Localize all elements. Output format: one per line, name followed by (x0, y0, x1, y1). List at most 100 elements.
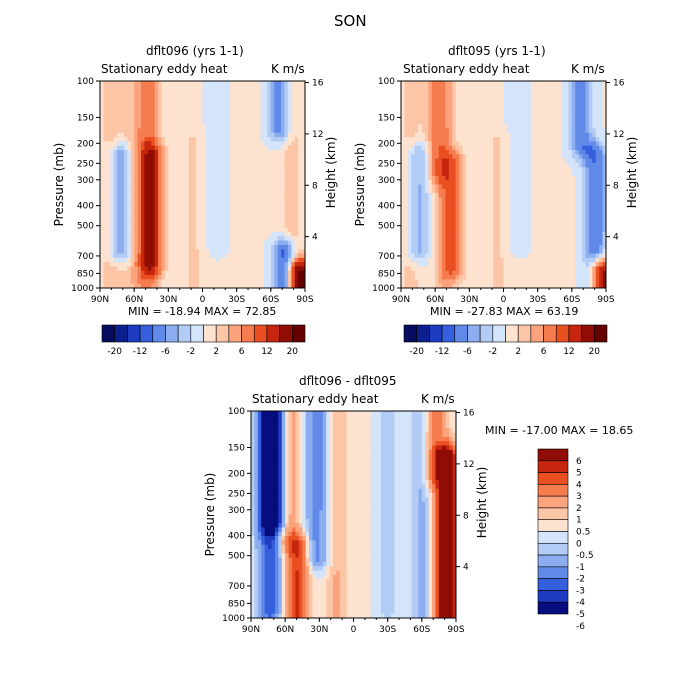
contour-cell (575, 162, 580, 168)
contour-cell (558, 184, 562, 190)
contour-cell (418, 180, 422, 185)
contour-cell (476, 85, 480, 91)
contour-cell (442, 119, 446, 125)
colorbar-swatch (177, 324, 192, 343)
contour-cell (448, 111, 453, 116)
contour-cell (472, 193, 477, 198)
contour-cell (284, 128, 289, 134)
contour-cell (459, 197, 463, 203)
contour-cell (530, 102, 535, 108)
contour-cell (284, 89, 289, 95)
contour-cell (298, 89, 302, 95)
contour-cell (253, 171, 258, 177)
contour-cell (171, 128, 176, 134)
contour-cell (164, 275, 169, 280)
contour-cell (141, 214, 145, 220)
contour-cell (421, 132, 426, 138)
contour-cell (253, 141, 258, 147)
contour-cell (558, 89, 562, 95)
contour-cell (438, 106, 443, 112)
contour-cell (448, 154, 453, 160)
contour-cell (229, 106, 234, 112)
contour-cell (595, 206, 600, 211)
contour-cell (188, 180, 193, 185)
contour-cell (164, 132, 169, 138)
contour-cell (513, 145, 518, 151)
contour-cell (455, 119, 460, 125)
contour-cell (431, 137, 436, 142)
contour-cell (154, 119, 159, 125)
contour-cell (246, 154, 251, 160)
contour-cell (424, 175, 429, 181)
contour-cell (270, 150, 275, 155)
contour-cell (161, 184, 166, 190)
contour-cell (134, 236, 138, 241)
contour-cell (260, 98, 265, 103)
contour-cell (178, 106, 183, 112)
contour-cell (418, 141, 422, 147)
contour-cell (175, 223, 179, 229)
contour-cell (500, 132, 504, 138)
contour-cell (500, 115, 504, 121)
contour-cell (462, 175, 467, 181)
contour-cell (212, 236, 217, 241)
contour-cell (517, 141, 521, 147)
contour-cell (287, 119, 292, 125)
contour-cell (294, 162, 299, 168)
contour-cell (469, 210, 474, 216)
contour-cell (229, 89, 234, 95)
contour-cell (592, 167, 597, 172)
contour-cell (260, 262, 265, 267)
contour-cell (602, 145, 607, 151)
contour-cell (130, 145, 135, 151)
contour-cell (226, 102, 231, 108)
contour-cell (202, 236, 207, 241)
contour-cell (277, 210, 282, 216)
contour-cell (274, 171, 279, 177)
contour-cell (428, 145, 433, 151)
contour-cell (246, 193, 251, 198)
contour-cell (243, 124, 248, 129)
contour-cell (253, 262, 258, 267)
contour-cell (281, 266, 285, 272)
contour-cell (110, 249, 115, 254)
contour-cell (407, 119, 412, 125)
contour-cell (414, 158, 419, 164)
contour-cell (134, 128, 138, 134)
contour-cell (571, 115, 576, 121)
contour-cell (229, 85, 234, 91)
contour-cell (459, 115, 463, 121)
contour-cell (205, 193, 210, 198)
contour-cell (100, 89, 104, 95)
contour-cell (588, 206, 593, 211)
contour-cell (168, 262, 173, 267)
contour-cell (257, 162, 261, 168)
contour-cell (401, 124, 405, 129)
contour-cell (568, 89, 573, 95)
contour-cell (520, 214, 525, 220)
contour-cell (414, 128, 419, 134)
contour-cell (151, 85, 156, 91)
contour-cell (565, 81, 569, 86)
colorbar-swatch (101, 324, 115, 343)
contour-cell (568, 141, 573, 147)
contour-cell (496, 219, 501, 224)
contour-cell (585, 180, 590, 185)
contour-cell (188, 81, 193, 86)
contour-cell (130, 132, 135, 138)
contour-cell (489, 223, 494, 229)
contour-cell (459, 111, 463, 116)
contour-cell (411, 180, 416, 185)
contour-cell (547, 124, 552, 129)
contour-cell (106, 180, 111, 185)
contour-cell (219, 115, 224, 121)
contour-cell (127, 93, 132, 99)
contour-cell (298, 180, 302, 185)
contour-cell (154, 154, 159, 160)
contour-cell (113, 111, 118, 116)
contour-cell (431, 210, 436, 216)
contour-cell (199, 184, 203, 190)
contour-cell (182, 167, 186, 172)
contour-cell (130, 81, 135, 86)
contour-cell (185, 223, 190, 229)
